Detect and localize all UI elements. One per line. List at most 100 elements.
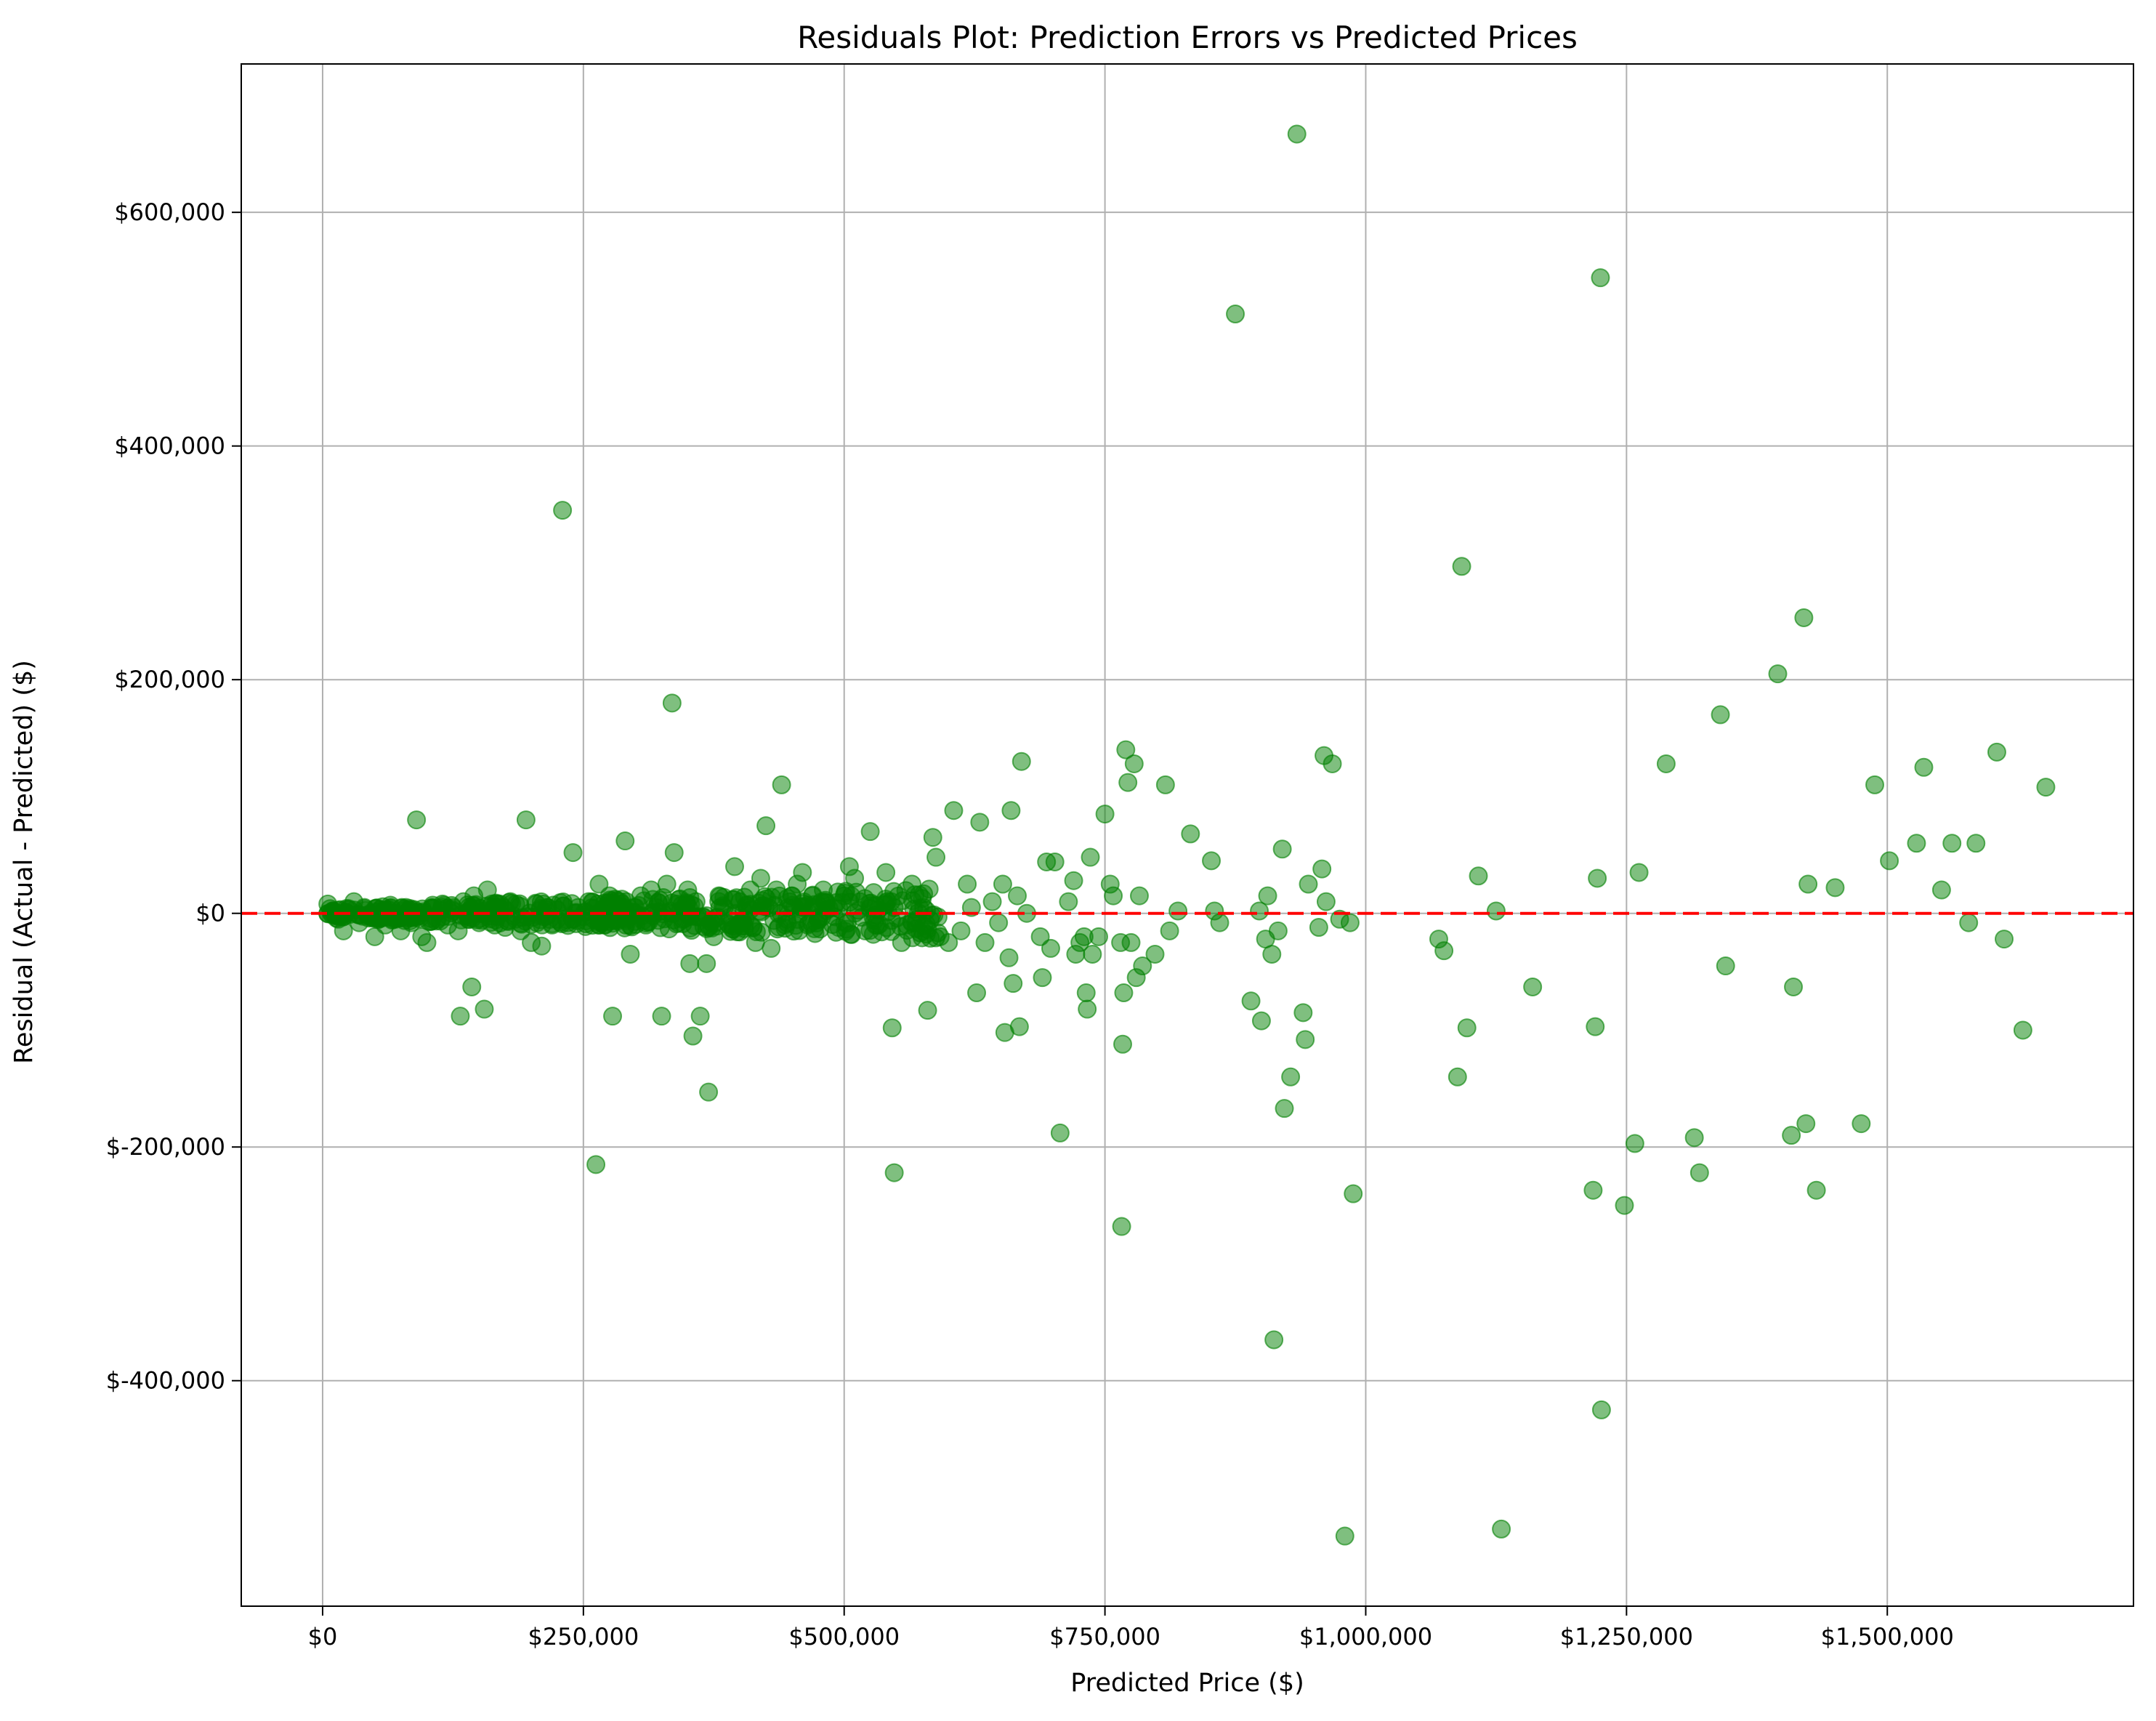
data-point [621,944,640,964]
data-point [462,977,482,996]
data-point [697,954,716,973]
data-point [1095,805,1115,824]
y-tick-label: $600,000 [114,198,225,226]
data-point [1121,932,1141,952]
data-point [417,932,437,952]
data-point [407,810,427,830]
data-point [1615,1196,1634,1215]
data-point [975,932,995,952]
data-point [884,1163,904,1182]
data-point [1009,1017,1029,1036]
data-point [777,909,796,929]
data-point [1293,1003,1313,1023]
y-tick-label: $-200,000 [106,1133,225,1161]
y-tick-label: $-400,000 [106,1367,225,1395]
data-point [690,1007,710,1026]
data-point [951,921,971,940]
data-point [1469,866,1488,886]
data-point [1448,1067,1467,1087]
data-point [824,898,844,917]
data-point [724,857,744,876]
data-point [793,863,812,882]
data-point [1299,874,1318,894]
data-point [808,909,828,929]
data-point [746,932,765,952]
data-point [740,880,760,900]
data-point [944,801,964,821]
data-point [1588,868,1607,888]
plot-area-frame [241,63,2134,1607]
data-point [756,816,776,836]
data-point [735,909,755,929]
data-point [882,1018,902,1038]
data-point [652,1007,671,1026]
data-point [1629,863,1649,882]
data-point [589,874,609,894]
data-point [1583,1180,1603,1200]
data-point [1796,1114,1816,1134]
data-point [693,907,713,927]
x-tick-label: $250,000 [528,1623,639,1651]
data-point [1684,1128,1704,1148]
data-point [511,921,530,940]
data-point [1987,742,2006,762]
data-point [1452,557,1471,576]
chart-title: Residuals Plot: Prediction Errors vs Pre… [797,20,1578,55]
data-point [647,898,666,917]
data-point [1287,124,1307,144]
data-point [1008,886,1027,906]
data-point [1104,886,1123,906]
data-point [881,892,901,911]
data-point [845,868,865,888]
data-point [1656,754,1676,773]
data-point [501,892,520,911]
data-point [1226,305,1245,324]
data-point [1689,1163,1709,1182]
data-point [1959,913,1979,932]
data-point [1275,1099,1294,1119]
data-point [1586,1017,1605,1036]
data-point [475,999,494,1019]
data-point [1316,892,1336,911]
data-point [448,921,468,940]
data-point [603,1007,623,1026]
data-point [686,892,706,911]
data-point [1050,1123,1070,1142]
x-tick-label: $0 [308,1623,338,1651]
data-point [958,874,977,894]
data-point [1089,927,1108,946]
data-point [1113,1034,1132,1054]
data-point [913,921,932,940]
data-point [719,915,739,935]
data-point [1768,664,1788,684]
data-point [657,874,677,894]
data-point [1865,775,1884,794]
data-point [850,892,870,911]
data-point [1041,938,1060,958]
data-point [1129,886,1149,906]
data-point [1114,983,1134,1003]
data-point [961,898,981,917]
data-point [1931,880,1951,900]
data-point [1033,968,1052,988]
data-point [1782,1126,1801,1145]
data-point [1312,859,1332,879]
data-point [860,822,880,842]
data-point [939,932,958,952]
data-point [1591,1400,1611,1419]
data-point [1160,921,1179,940]
data-point [1825,878,1845,898]
data-point [365,927,384,946]
data-point [1145,944,1165,964]
data-point [1806,1180,1826,1200]
x-tick-label: $500,000 [788,1623,900,1651]
data-point [926,847,946,867]
data-point [967,983,987,1003]
data-point [865,915,885,935]
data-point [662,693,682,713]
data-point [772,775,791,794]
data-point [1081,847,1100,867]
y-axis-label: Residual (Actual - Predicted) ($) [9,660,39,1064]
data-point [1296,1030,1315,1049]
data-point [1457,1018,1477,1038]
